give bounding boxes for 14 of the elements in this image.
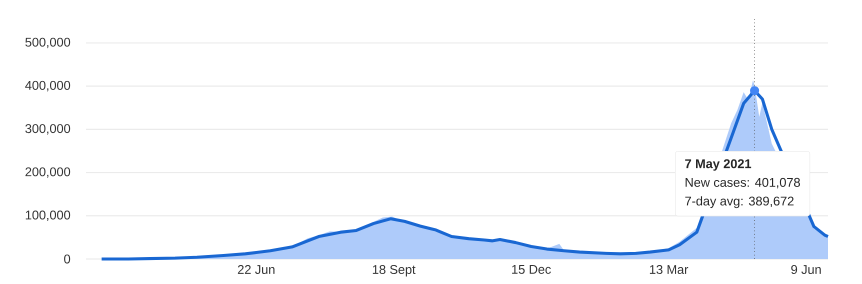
y-tick-label: 300,000 xyxy=(25,124,70,135)
y-tick-label: 100,000 xyxy=(26,210,70,222)
annotation: New cases: 401,078 xyxy=(686,178,800,188)
y-tick-label: 0 xyxy=(64,254,70,264)
x-tick-label: 13 Mar xyxy=(650,265,688,274)
x-tick-label: 15 Dec xyxy=(512,265,551,274)
y-tick-label: 200,000 xyxy=(25,167,70,178)
y-tick-label: 400,000 xyxy=(25,80,70,92)
x-tick-label: 18 Sept xyxy=(372,265,416,277)
annotation: 7 May 2021 xyxy=(685,159,752,171)
y-tick-label: 500,000 xyxy=(25,38,70,48)
x-tick-label: 9 Jun xyxy=(791,265,821,274)
x-tick-label: 22 Jun xyxy=(238,265,274,274)
annotation: 7-day avg: 389,672 xyxy=(685,196,794,208)
